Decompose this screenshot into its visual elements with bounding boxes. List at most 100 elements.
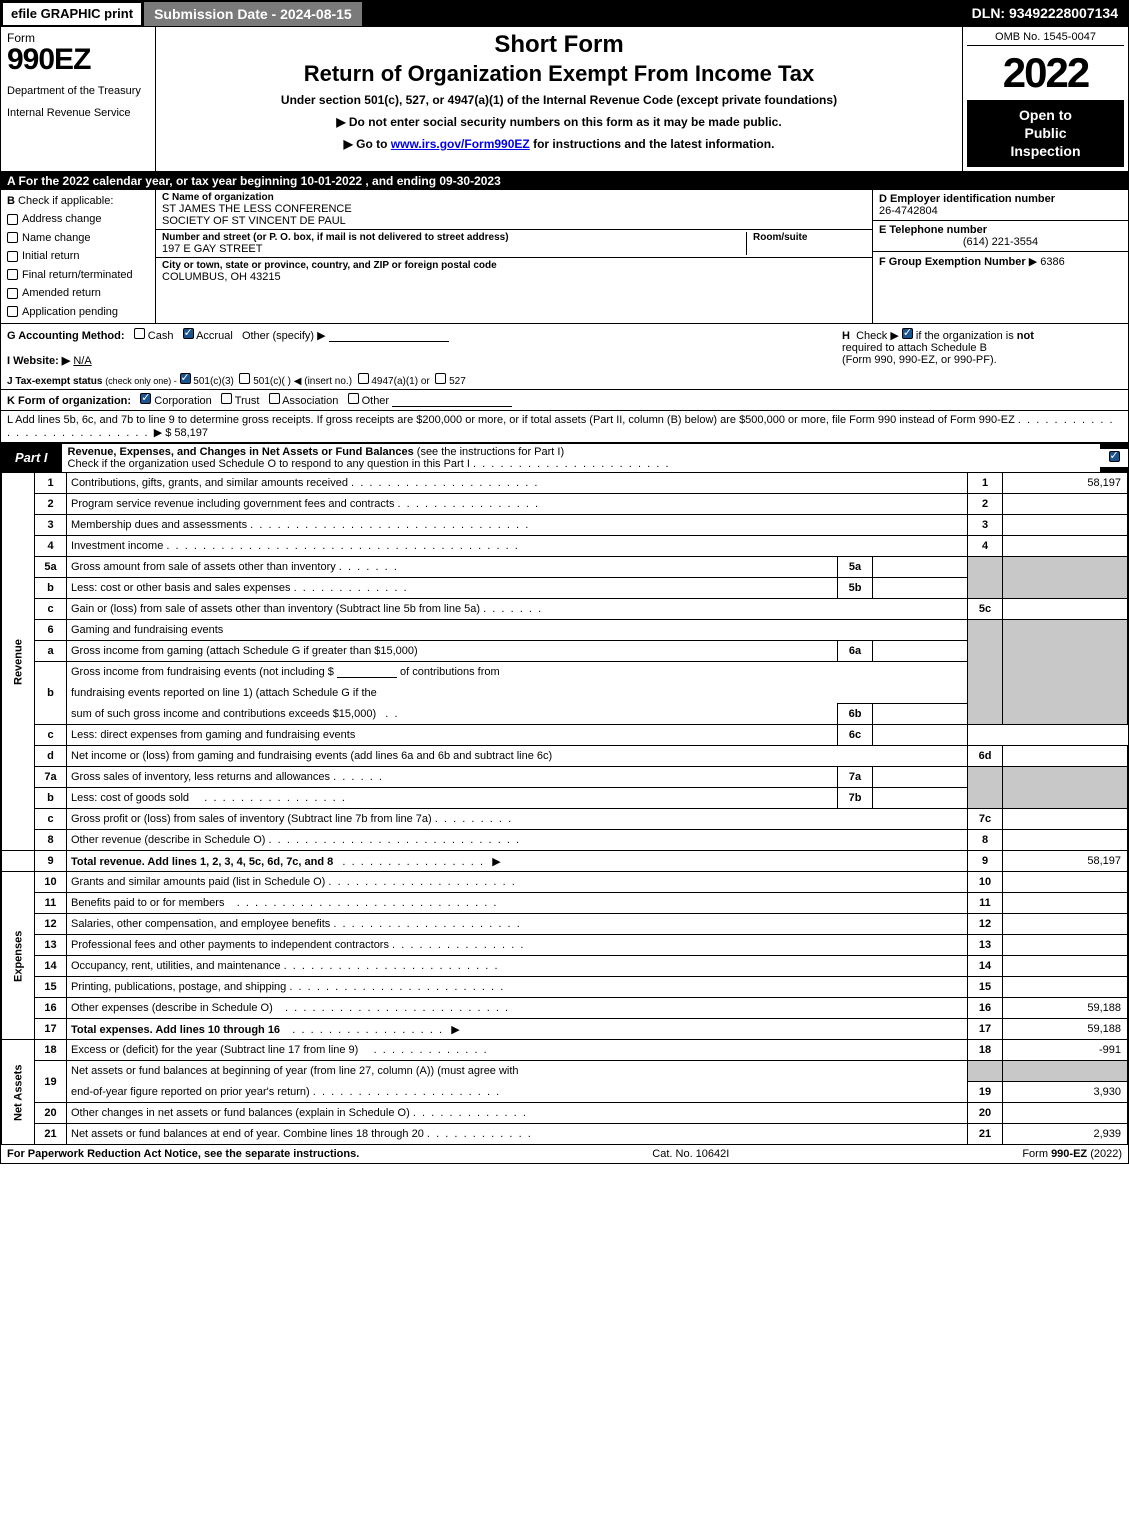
line-21: 21 Net assets or fund balances at end of… [2,1124,1128,1145]
h-text2: if the organization is [916,330,1017,342]
grey-cell [968,620,1003,725]
line-desc: Net income or (loss) from gaming and fun… [67,746,968,767]
j-opt4: 527 [449,376,466,387]
line-num: 1 [35,473,67,494]
cb-initial-return[interactable]: Initial return [7,248,149,265]
cb-application-pending[interactable]: Application pending [7,304,149,321]
line-num: 6 [35,620,67,641]
cb-corporation-checked[interactable] [140,393,151,404]
checkbox-icon[interactable] [7,288,18,299]
row-g: G Accounting Method: Cash Accrual Other … [7,328,449,367]
blank-field[interactable] [337,666,397,678]
footer-right-pre: Form [1022,1148,1051,1160]
org-name-2: SOCIETY OF ST VINCENT DE PAUL [162,215,346,227]
cb-501c[interactable] [239,373,250,384]
footer-right: Form 990-EZ (2022) [1022,1148,1122,1160]
checkbox-icon[interactable] [7,214,18,225]
efile-print-label[interactable]: efile GRAPHIC print [1,1,143,27]
line-num: 11 [35,893,67,914]
right-num: 11 [968,893,1003,914]
desc-text: Total revenue. Add lines 1, 2, 3, 4, 5c,… [71,856,333,868]
line-15: 15 Printing, publications, postage, and … [2,977,1128,998]
line-6: 6 Gaming and fundraising events [2,620,1128,641]
grey-cell [1003,1061,1128,1082]
line-6c: c Less: direct expenses from gaming and … [2,725,1128,746]
checkbox-icon[interactable] [7,232,18,243]
desc-text: Printing, publications, postage, and shi… [71,981,286,993]
desc-text: Occupancy, rent, utilities, and maintena… [71,960,281,972]
right-num: 5c [968,599,1003,620]
cb-final-return[interactable]: Final return/terminated [7,267,149,284]
cb-h-checked[interactable] [902,328,913,339]
right-val [1003,872,1128,893]
cb-amended-return[interactable]: Amended return [7,285,149,302]
arrow-icon: ▶ [492,856,500,868]
cb-name-change[interactable]: Name change [7,230,149,247]
line-desc: Less: direct expenses from gaming and fu… [67,725,838,746]
right-num: 20 [968,1103,1003,1124]
desc-text: Program service revenue including govern… [71,498,394,510]
sub-num: 6a [838,641,873,662]
k-other-blank[interactable] [392,395,512,407]
line-18: Net Assets 18 Excess or (deficit) for th… [2,1040,1128,1061]
cb-trust[interactable] [221,393,232,404]
cb-accrual-checked[interactable] [183,328,194,339]
col-c: C Name of organization ST JAMES THE LESS… [156,190,873,324]
cb-4947[interactable] [358,373,369,384]
line-desc: Gross sales of inventory, less returns a… [67,767,838,788]
f-value: ▶ 6386 [1029,256,1065,268]
line-num: b [35,662,67,725]
row-l: L Add lines 5b, 6c, and 7b to line 9 to … [1,411,1128,443]
row-g-h: G Accounting Method: Cash Accrual Other … [1,324,1128,371]
line-desc: Gross amount from sale of assets other t… [67,557,838,578]
line-19-1: 19 Net assets or fund balances at beginn… [2,1061,1128,1082]
line-num: c [35,809,67,830]
desc-text: Professional fees and other payments to … [71,939,389,951]
line-desc: Investment income . . . . . . . . . . . … [67,536,968,557]
line-num: 20 [35,1103,67,1124]
right-val: 2,939 [1003,1124,1128,1145]
part-1-checkbox[interactable] [1100,448,1128,467]
line-num: d [35,746,67,767]
line-8: 8 Other revenue (describe in Schedule O)… [2,830,1128,851]
line-desc: Total expenses. Add lines 10 through 16 … [67,1019,968,1040]
line-desc: Professional fees and other payments to … [67,935,968,956]
cb-cash[interactable] [134,328,145,339]
right-val [1003,515,1128,536]
j-opt2: 501(c)( ) ◀ (insert no.) [253,376,352,387]
checkbox-icon[interactable] [7,251,18,262]
desc-text: Gain or (loss) from sale of assets other… [71,603,480,615]
subtitle: Under section 501(c), 527, or 4947(a)(1)… [162,93,956,107]
right-val [1003,536,1128,557]
desc-text: Other revenue (describe in Schedule O) [71,834,265,846]
line-num: 12 [35,914,67,935]
line-5a: 5a Gross amount from sale of assets othe… [2,557,1128,578]
cb-other[interactable] [348,393,359,404]
line-desc: Gaming and fundraising events [67,620,968,641]
right-num: 18 [968,1040,1003,1061]
right-val [1003,599,1128,620]
right-val [1003,914,1128,935]
cb-527[interactable] [435,373,446,384]
line-desc: Excess or (deficit) for the year (Subtra… [67,1040,968,1061]
g-other-blank[interactable] [329,330,449,342]
sub-val [873,557,968,578]
section-a-period: A For the 2022 calendar year, or tax yea… [1,172,1128,190]
checkbox-icon[interactable] [7,306,18,317]
checkbox-icon[interactable] [7,269,18,280]
cb-address-change[interactable]: Address change [7,211,149,228]
g-accrual: Accrual [196,330,233,342]
line-desc: Net assets or fund balances at end of ye… [67,1124,968,1145]
page-footer: For Paperwork Reduction Act Notice, see … [1,1145,1128,1163]
sub-num: 5b [838,578,873,599]
irs-link[interactable]: www.irs.gov/Form990EZ [391,137,530,151]
cb-501c3-checked[interactable] [180,373,191,384]
cb-association[interactable] [269,393,280,404]
line-desc: Other revenue (describe in Schedule O) .… [67,830,968,851]
lines-table: Revenue 1 Contributions, gifts, grants, … [1,472,1128,1145]
topbar-spacer [363,1,962,27]
line-desc: sum of such gross income and contributio… [67,704,838,725]
g-label: G Accounting Method: [7,330,125,342]
topbar: efile GRAPHIC print Submission Date - 20… [1,1,1128,27]
line-num: 17 [35,1019,67,1040]
